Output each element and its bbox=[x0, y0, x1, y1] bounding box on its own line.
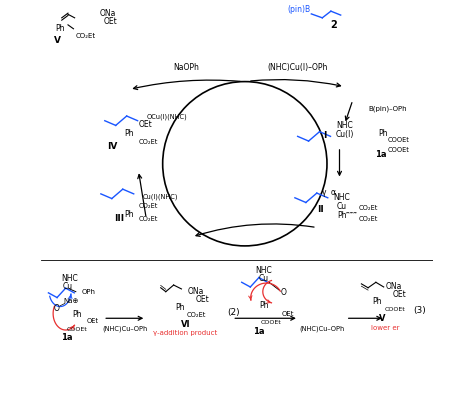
Text: COOEt: COOEt bbox=[385, 307, 406, 312]
Text: VI: VI bbox=[181, 320, 190, 329]
Text: Ph: Ph bbox=[372, 297, 382, 307]
Text: B(pin)–OPh: B(pin)–OPh bbox=[368, 105, 407, 112]
Text: Cu(I): Cu(I) bbox=[336, 130, 354, 139]
Text: Ph: Ph bbox=[55, 24, 65, 33]
Text: CO₂Et: CO₂Et bbox=[358, 216, 378, 221]
Text: CO₂Et: CO₂Et bbox=[75, 33, 95, 39]
Text: OEt: OEt bbox=[282, 310, 294, 317]
Text: (pin)B: (pin)B bbox=[287, 6, 310, 15]
Text: lower er: lower er bbox=[371, 325, 399, 331]
Text: (NHC)Cu–OPh: (NHC)Cu–OPh bbox=[102, 326, 147, 333]
Text: CO₂Et: CO₂Et bbox=[138, 139, 158, 145]
Text: O: O bbox=[280, 288, 286, 297]
Text: CO₂Et: CO₂Et bbox=[358, 205, 378, 211]
Text: V: V bbox=[379, 314, 386, 323]
Text: 2: 2 bbox=[331, 20, 337, 30]
Text: Ph: Ph bbox=[337, 211, 346, 220]
Text: OEt: OEt bbox=[86, 318, 98, 324]
Text: Cu: Cu bbox=[337, 202, 347, 211]
Text: ONa: ONa bbox=[386, 282, 402, 291]
Text: Cu(I)(NHC): Cu(I)(NHC) bbox=[142, 194, 178, 200]
Text: NHC: NHC bbox=[336, 121, 353, 130]
Text: II: II bbox=[317, 205, 324, 214]
Text: NaOPh: NaOPh bbox=[173, 63, 199, 72]
Text: (3): (3) bbox=[414, 306, 427, 315]
Text: 1a: 1a bbox=[253, 327, 264, 336]
Text: NHC: NHC bbox=[334, 193, 350, 202]
Text: COOEt: COOEt bbox=[261, 320, 282, 325]
Text: Ph: Ph bbox=[73, 310, 82, 319]
Text: O: O bbox=[53, 304, 59, 313]
Text: III: III bbox=[114, 214, 124, 223]
Text: OEt: OEt bbox=[392, 290, 407, 299]
Text: NHC: NHC bbox=[255, 266, 272, 275]
Text: COOEt: COOEt bbox=[387, 147, 409, 153]
Text: OEt: OEt bbox=[196, 295, 210, 304]
Text: 1a: 1a bbox=[375, 150, 387, 159]
Text: Ph: Ph bbox=[259, 301, 268, 310]
Text: I: I bbox=[324, 131, 327, 140]
Text: Cu: Cu bbox=[258, 274, 269, 283]
Text: γ-addition product: γ-addition product bbox=[153, 330, 218, 336]
Text: Ph: Ph bbox=[175, 303, 185, 312]
Text: COOEt: COOEt bbox=[67, 327, 88, 332]
Text: ONa: ONa bbox=[188, 287, 204, 296]
Text: (NHC)Cu(I)–OPh: (NHC)Cu(I)–OPh bbox=[267, 63, 328, 72]
Text: COOEt: COOEt bbox=[387, 137, 409, 143]
Text: NHC: NHC bbox=[61, 274, 78, 283]
Text: Ph: Ph bbox=[378, 129, 387, 138]
Text: 1a: 1a bbox=[61, 333, 73, 342]
Text: OEt: OEt bbox=[138, 120, 152, 129]
Text: OEt: OEt bbox=[104, 17, 118, 26]
Text: V: V bbox=[55, 36, 61, 45]
Text: CO₂Et: CO₂Et bbox=[138, 216, 158, 221]
Text: CO₂Et: CO₂Et bbox=[187, 312, 206, 318]
Text: (2): (2) bbox=[227, 308, 239, 317]
Text: ONa: ONa bbox=[100, 9, 117, 19]
Text: Cu: Cu bbox=[63, 282, 73, 291]
Text: Ph: Ph bbox=[125, 129, 134, 138]
Text: Ph: Ph bbox=[125, 210, 134, 219]
Text: γ: γ bbox=[322, 188, 326, 197]
Text: CO₂Et: CO₂Et bbox=[138, 203, 158, 208]
Text: OPh: OPh bbox=[82, 290, 95, 296]
Text: (NHC)Cu–OPh: (NHC)Cu–OPh bbox=[300, 326, 345, 333]
Text: Na⊕: Na⊕ bbox=[63, 298, 78, 304]
Text: α: α bbox=[331, 188, 336, 197]
Text: IV: IV bbox=[107, 141, 118, 151]
Text: OCu(I)(NHC): OCu(I)(NHC) bbox=[146, 113, 187, 120]
